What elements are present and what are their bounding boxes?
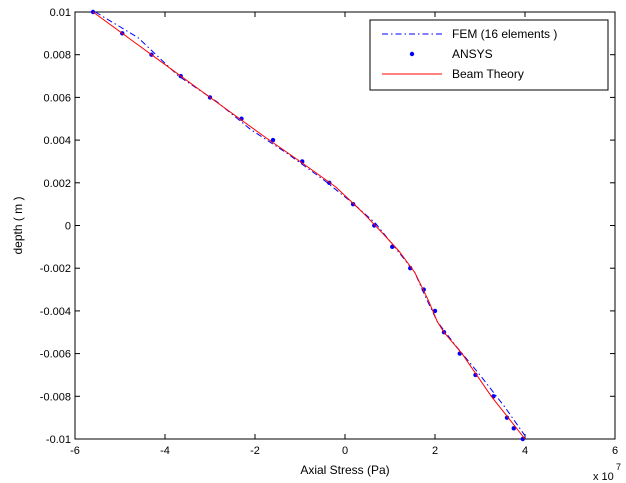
legend-label: ANSYS	[452, 47, 493, 61]
y-tick-label: 0.008	[43, 50, 71, 62]
ansys-data-point	[511, 426, 516, 431]
y-tick-label: -0.01	[46, 434, 71, 446]
x-tick-label: 6	[612, 445, 618, 457]
x-axis-label: Axial Stress (Pa)	[300, 463, 389, 477]
ansys-data-point	[473, 372, 478, 378]
ansys-data-point	[504, 415, 510, 420]
x-multiplier-label: x 10	[593, 471, 614, 483]
legend-marker-ansys	[409, 51, 415, 57]
y-tick-label: -0.006	[40, 349, 71, 361]
x-tick-label: 0	[342, 445, 348, 457]
beam-theory-series-line	[92, 11, 526, 440]
y-axis: 0.01 0.008 0.006 0.004 0.002 0 -0.002 -0.004 -0.…	[40, 7, 615, 446]
ansys-data-point	[270, 137, 276, 143]
x-tick-label: 2	[432, 445, 438, 457]
y-tick-label: -0.008	[40, 391, 71, 403]
y-axis-label: depth ( m )	[11, 196, 25, 254]
ansys-data-point	[390, 244, 395, 250]
y-tick-label: 0.004	[43, 135, 71, 147]
y-tick-label: 0.002	[43, 178, 71, 190]
x-tick-label: -2	[250, 445, 260, 457]
x-axis: -6 -4 -2 0 2 4 6	[70, 12, 618, 457]
x-tick-label: -6	[70, 445, 80, 457]
legend-box	[369, 19, 609, 91]
y-tick-label: 0	[65, 221, 71, 233]
legend-label: FEM (16 elements )	[452, 27, 557, 41]
ansys-data-point	[372, 223, 377, 228]
y-tick-label: 0.006	[43, 92, 71, 104]
ansys-data-point	[432, 308, 438, 314]
y-tick-label: -0.002	[40, 263, 71, 275]
x-tick-label: -4	[160, 445, 170, 457]
y-tick-label: -0.004	[40, 306, 71, 318]
x-tick-label: 4	[522, 445, 528, 457]
legend-label: Beam Theory	[452, 67, 524, 81]
y-tick-label: 0.01	[50, 7, 71, 19]
series-layer	[90, 9, 528, 442]
ansys-data-point	[350, 201, 356, 207]
legend: FEM (16 elements ) ANSYS Beam Theory	[369, 19, 609, 91]
x-multiplier-exponent: 7	[616, 462, 621, 472]
